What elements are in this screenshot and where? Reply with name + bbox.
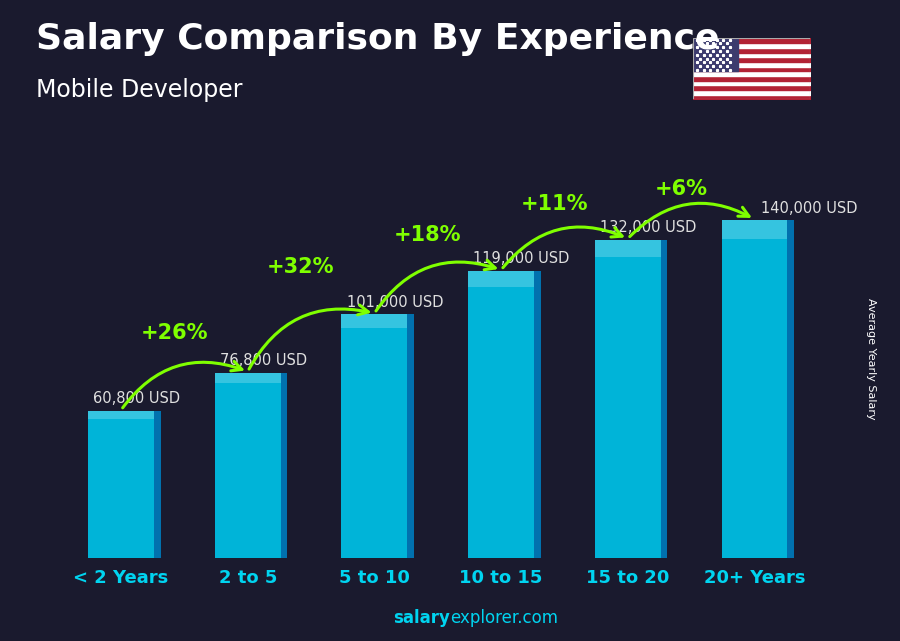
Bar bbox=[88, 412, 154, 419]
Bar bbox=[534, 271, 541, 558]
Bar bbox=[788, 221, 794, 558]
Text: Mobile Developer: Mobile Developer bbox=[36, 78, 242, 102]
Bar bbox=[154, 412, 160, 558]
Bar bbox=[722, 221, 788, 558]
Text: +18%: +18% bbox=[394, 225, 462, 246]
Text: 60,800 USD: 60,800 USD bbox=[93, 392, 180, 406]
Text: 132,000 USD: 132,000 USD bbox=[600, 220, 697, 235]
Text: Average Yearly Salary: Average Yearly Salary bbox=[866, 298, 877, 420]
Bar bbox=[595, 240, 661, 558]
Text: 119,000 USD: 119,000 USD bbox=[473, 251, 570, 266]
Text: +26%: +26% bbox=[140, 323, 208, 343]
Bar bbox=[468, 271, 534, 287]
Text: salary: salary bbox=[393, 609, 450, 627]
Text: +32%: +32% bbox=[267, 256, 335, 277]
Bar bbox=[281, 372, 287, 558]
Text: 76,800 USD: 76,800 USD bbox=[220, 353, 307, 368]
Text: +11%: +11% bbox=[520, 194, 588, 214]
Bar bbox=[215, 372, 281, 383]
Bar bbox=[468, 271, 534, 558]
Text: +6%: +6% bbox=[654, 179, 707, 199]
Text: explorer.com: explorer.com bbox=[450, 609, 558, 627]
Bar bbox=[661, 240, 667, 558]
Bar bbox=[595, 240, 661, 257]
Bar bbox=[341, 314, 408, 558]
Bar bbox=[408, 314, 414, 558]
Bar bbox=[88, 412, 154, 558]
Bar bbox=[722, 221, 788, 239]
Text: 101,000 USD: 101,000 USD bbox=[346, 295, 443, 310]
Text: Salary Comparison By Experience: Salary Comparison By Experience bbox=[36, 22, 719, 56]
Text: 140,000 USD: 140,000 USD bbox=[760, 201, 858, 215]
Bar bbox=[215, 372, 281, 558]
Bar bbox=[341, 314, 408, 328]
